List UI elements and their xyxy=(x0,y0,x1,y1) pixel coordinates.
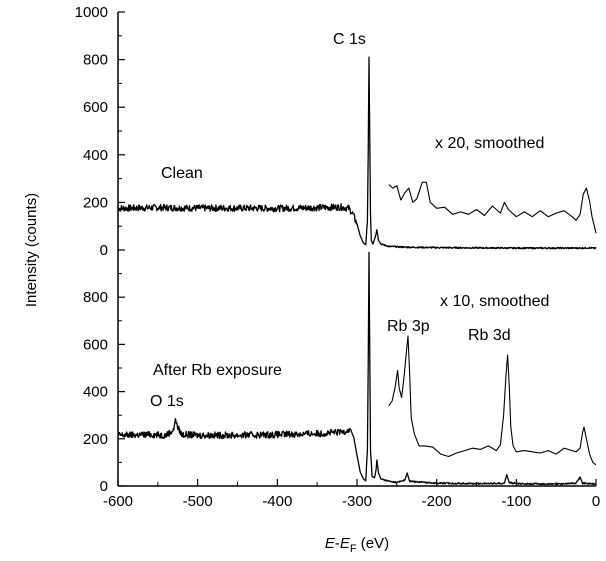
x-title-var: E xyxy=(325,535,336,552)
tick-layer: -600 -500 -400 -300 -200 -100 0 0 200 400 600 800 10… xyxy=(75,4,601,510)
x-title-unit: (eV) xyxy=(357,535,390,552)
y-tick-label: 800 xyxy=(83,289,108,306)
y-tick-label: 400 xyxy=(83,384,108,401)
series-layer xyxy=(117,56,597,486)
y-tick-label: 1000 xyxy=(75,4,108,21)
label-after-rb-exposure: After Rb exposure xyxy=(153,362,282,379)
label-o1s: O 1s xyxy=(150,393,184,410)
y-tick-label: 200 xyxy=(83,194,108,211)
label-clean: Clean xyxy=(161,165,203,182)
x-tick-label: -600 xyxy=(103,493,133,510)
y-tick-label: 600 xyxy=(83,336,108,353)
x-tick-label: -500 xyxy=(183,493,213,510)
y-tick-label: 0 xyxy=(100,478,108,495)
label-c1s: C 1s xyxy=(333,31,366,48)
y-tick-label: 0 xyxy=(100,242,108,259)
x-tick-label: -300 xyxy=(342,493,372,510)
x-tick-label: -100 xyxy=(501,493,531,510)
x-tick-label: 0 xyxy=(592,493,600,510)
series-clean-smooth xyxy=(388,181,597,234)
x-tick-label: -200 xyxy=(422,493,452,510)
y-tick-label: 400 xyxy=(83,147,108,164)
x-title-dash: - xyxy=(335,535,340,552)
label-rb3p: Rb 3p xyxy=(387,318,430,335)
x-title-sym: E xyxy=(340,535,351,552)
series-rb-smooth xyxy=(388,335,597,466)
y-axis-title: Intensity (counts) xyxy=(23,193,40,307)
series-clean-noisy xyxy=(117,56,597,250)
y-tick-label: 200 xyxy=(83,431,108,448)
x-axis-title: E-EF (eV) xyxy=(325,535,389,555)
label-x10-smoothed: x 10, smoothed xyxy=(440,293,549,310)
y-tick-label: 600 xyxy=(83,99,108,116)
x-title-sub: F xyxy=(350,543,357,555)
label-rb3d: Rb 3d xyxy=(468,327,511,344)
y-tick-label: 800 xyxy=(83,52,108,69)
label-x20-smoothed: x 20, smoothed xyxy=(435,135,544,152)
x-tick-label: -400 xyxy=(262,493,292,510)
